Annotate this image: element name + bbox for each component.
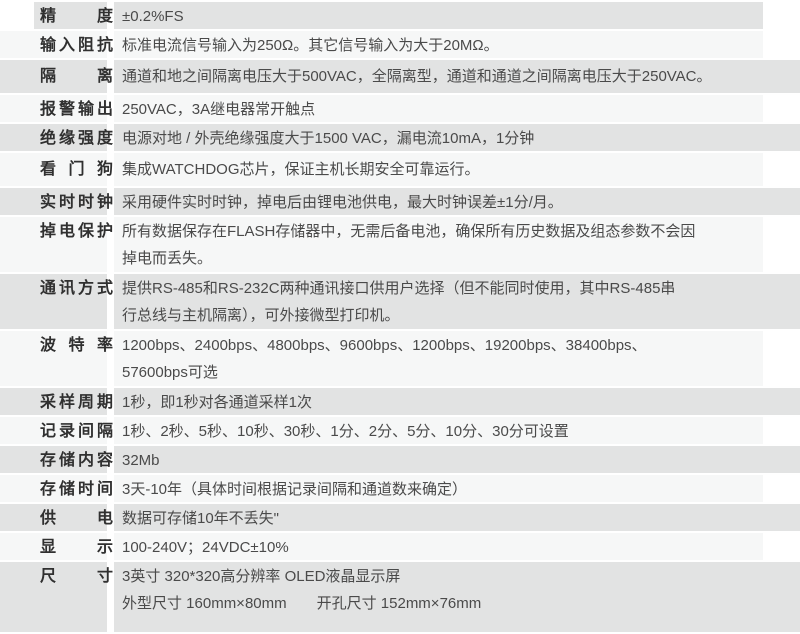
spec-row-value-line: 250VAC，3A继电器常开触点 [122,101,316,118]
spec-row-value-line: 外型尺寸 160mm×80mm 开孔尺寸 152mm×76mm [122,595,482,612]
spec-row-value-line: 1秒、2秒、5秒、10秒、30秒、1分、2分、5分、10分、30分可设置 [122,423,569,440]
spec-row-label-cell: 输入阻抗 [0,31,114,58]
spec-row-label-cell: 记录间隔 [0,417,114,444]
spec-row-value-line: 通道和地之间隔离电压大于500VAC，全隔离型，通道和通道之间隔离电压大于250… [122,68,712,85]
spec-row: 采样周期 1秒，即1秒对各通道采样1次 [0,388,800,417]
spec-row-value-cell: 所有数据保存在FLASH存储器中，无需后备电池，确保所有历史数据及组态参数不会因… [114,217,800,272]
spec-row-label: 显示 [40,539,113,556]
spec-row: 存储内容 32Mb [0,446,800,475]
spec-row-label-cell: 精度 [0,2,114,29]
spec-row-value-line: 3英寸 320*320高分辨率 OLED液晶显示屏 [122,568,401,585]
spec-row-label-cell: 显示 [0,533,114,560]
spec-row-label: 波特率 [40,337,113,354]
spec-row-label: 绝缘强度 [40,130,113,147]
spec-row-label-cell: 绝缘强度 [0,124,114,151]
spec-row-value-cell: 采用硬件实时时钟，掉电后由锂电池供电，最大时钟误差±1分/月。 [114,188,800,215]
spec-row-value-line: 32Mb [122,452,160,469]
spec-row-value-line: 3天-10年（具体时间根据记录间隔和通道数来确定） [122,481,468,498]
spec-row-value-cell: 标准电流信号输入为250Ω。其它信号输入为大于20MΩ。 [114,31,800,58]
spec-row-value-cell: 提供RS-485和RS-232C两种通讯接口供用户选择（但不能同时使用，其中RS… [114,274,800,329]
spec-row-value-cell: 250VAC，3A继电器常开触点 [114,95,800,122]
spec-row-value-line: 所有数据保存在FLASH存储器中，无需后备电池，确保所有历史数据及组态参数不会因 [122,223,696,240]
spec-row-value-line: 1200bps、2400bps、4800bps、9600bps、1200bps、… [122,337,647,354]
spec-row-value-cell: ±0.2%FS [114,2,800,29]
spec-row: 通讯方式 提供RS-485和RS-232C两种通讯接口供用户选择（但不能同时使用，… [0,274,800,331]
spec-row-value-line: 提供RS-485和RS-232C两种通讯接口供用户选择（但不能同时使用，其中RS… [122,280,676,297]
spec-row: 尺寸 3英寸 320*320高分辨率 OLED液晶显示屏 外型尺寸 160mm×80… [0,562,800,634]
spec-row-label-cell: 实时时钟 [0,188,114,215]
spec-row-value-line: ±0.2%FS [122,8,184,25]
spec-row-label-cell: 波特率 [0,331,114,386]
spec-row-value-cell: 1秒、2秒、5秒、10秒、30秒、1分、2分、5分、10分、30分可设置 [114,417,800,444]
spec-row-value-line: 电源对地 / 外壳绝缘强度大于1500 VAC，漏电流10mA，1分钟 [122,130,535,147]
spec-row-value-cell: 数据可存储10年不丢失" [114,504,800,531]
spec-row: 掉电保护 所有数据保存在FLASH存储器中，无需后备电池，确保所有历史数据及组态参… [0,217,800,274]
spec-row: 实时时钟 采用硬件实时时钟，掉电后由锂电池供电，最大时钟误差±1分/月。 [0,188,800,217]
spec-row-label-cell: 报警输出 [0,95,114,122]
spec-row-label: 供电 [40,510,113,527]
spec-row-value-cell: 1200bps、2400bps、4800bps、9600bps、1200bps、… [114,331,800,386]
spec-row-label-cell: 存储时间 [0,475,114,502]
spec-row: 记录间隔 1秒、2秒、5秒、10秒、30秒、1分、2分、5分、10分、30分可设置 [0,417,800,446]
spec-row-value-line: 掉电而丢失。 [122,250,213,267]
spec-row-label: 采样周期 [40,394,113,411]
spec-row-value-cell: 通道和地之间隔离电压大于500VAC，全隔离型，通道和通道之间隔离电压大于250… [114,60,800,93]
spec-row-label-cell: 尺寸 [0,562,114,632]
spec-row-value-cell: 3天-10年（具体时间根据记录间隔和通道数来确定） [114,475,800,502]
spec-row: 看门狗 集成WATCHDOG芯片，保证主机长期安全可靠运行。 [0,153,800,188]
spec-row-label: 实时时钟 [40,194,113,211]
spec-row-value-line: 100-240V；24VDC±10% [122,539,289,556]
spec-row: 波特率 1200bps、2400bps、4800bps、9600bps、1200b… [0,331,800,388]
spec-row-value-cell: 3英寸 320*320高分辨率 OLED液晶显示屏外型尺寸 160mm×80mm… [114,562,800,632]
spec-row: 显示 100-240V；24VDC±10% [0,533,800,562]
spec-row-label-cell: 掉电保护 [0,217,114,272]
spec-row-label: 隔离 [40,68,113,85]
spec-row-value-line: 数据可存储10年不丢失" [122,510,280,527]
spec-row-label: 输入阻抗 [40,37,113,54]
spec-row-label: 存储内容 [40,452,113,469]
spec-row-label: 记录间隔 [40,423,113,440]
spec-row-value-line: 标准电流信号输入为250Ω。其它信号输入为大于20MΩ。 [122,37,499,54]
spec-row-value-line: 57600bps可选 [122,364,218,381]
spec-row-label: 通讯方式 [40,280,113,297]
spec-row: 存储时间 3天-10年（具体时间根据记录间隔和通道数来确定） [0,475,800,504]
spec-row-value-cell: 集成WATCHDOG芯片，保证主机长期安全可靠运行。 [114,153,800,186]
spec-row: 供电 数据可存储10年不丢失" [0,504,800,533]
spec-row-label-cell: 看门狗 [0,153,114,186]
spec-row-value-line: 1秒，即1秒对各通道采样1次 [122,394,313,411]
spec-row-label: 尺寸 [40,568,113,585]
spec-row: 精度 ±0.2%FS [0,2,800,31]
spec-row-label-cell: 通讯方式 [0,274,114,329]
spec-row-label: 掉电保护 [40,223,113,240]
spec-row-label-cell: 存储内容 [0,446,114,473]
spec-row-value-cell: 32Mb [114,446,800,473]
spec-row: 输入阻抗 标准电流信号输入为250Ω。其它信号输入为大于20MΩ。 [0,31,800,60]
spec-row-label-cell: 供电 [0,504,114,531]
spec-row: 报警输出 250VAC，3A继电器常开触点 [0,95,800,124]
spec-row-value-line: 集成WATCHDOG芯片，保证主机长期安全可靠运行。 [122,161,480,178]
spec-row: 隔离 通道和地之间隔离电压大于500VAC，全隔离型，通道和通道之间隔离电压大于2… [0,60,800,95]
spec-row-label: 存储时间 [40,481,113,498]
spec-row-label: 看门狗 [40,161,113,178]
spec-row-value-cell: 电源对地 / 外壳绝缘强度大于1500 VAC，漏电流10mA，1分钟 [114,124,800,151]
spec-row: 绝缘强度 电源对地 / 外壳绝缘强度大于1500 VAC，漏电流10mA，1分钟 [0,124,800,153]
spec-row-label: 精度 [40,8,113,25]
spec-row-value-cell: 1秒，即1秒对各通道采样1次 [114,388,800,415]
spec-row-value-cell: 100-240V；24VDC±10% [114,533,800,560]
spec-row-value-line: 采用硬件实时时钟，掉电后由锂电池供电，最大时钟误差±1分/月。 [122,194,563,211]
spec-row-label: 报警输出 [40,101,113,118]
spec-row-label-cell: 采样周期 [0,388,114,415]
spec-row-label-cell: 隔离 [0,60,114,93]
spec-row-value-line: 行总线与主机隔离），可外接微型打印机。 [122,307,400,324]
